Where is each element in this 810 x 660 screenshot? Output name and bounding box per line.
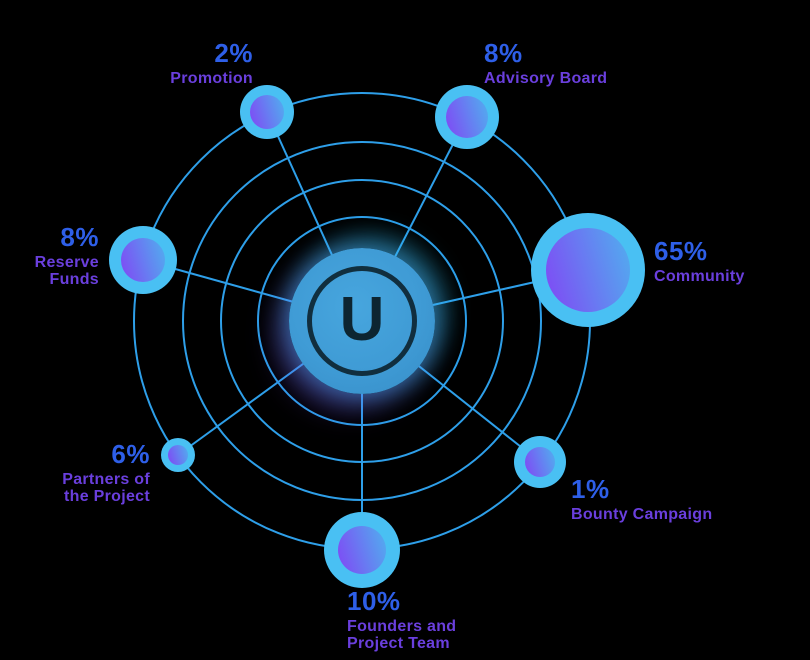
name-advisory-board: Advisory Board bbox=[484, 70, 608, 87]
label-promotion: 2% Promotion bbox=[170, 40, 253, 87]
bubble-inner-bounty bbox=[525, 447, 555, 477]
name-partners: Partners of the Project bbox=[62, 471, 150, 505]
label-bounty: 1% Bounty Campaign bbox=[571, 476, 712, 523]
label-founders: 10% Founders and Project Team bbox=[347, 588, 456, 652]
bubble-inner-reserve-funds bbox=[121, 238, 165, 282]
name-reserve-funds: Reserve Funds bbox=[34, 254, 99, 288]
label-reserve-funds: 8% Reserve Funds bbox=[35, 224, 99, 288]
bubble-inner-advisory-board bbox=[446, 96, 488, 138]
percentage-reserve-funds: 8% bbox=[60, 222, 99, 252]
name-bounty: Bounty Campaign bbox=[571, 506, 713, 523]
label-advisory-board: 8% Advisory Board bbox=[484, 40, 607, 87]
percentage-founders: 10% bbox=[347, 586, 401, 616]
percentage-community: 65% bbox=[654, 236, 708, 266]
bubble-inner-community bbox=[546, 228, 630, 312]
bubble-inner-promotion bbox=[250, 95, 284, 129]
label-community: 65% Community bbox=[654, 238, 745, 285]
percentage-promotion: 2% bbox=[214, 38, 253, 68]
bubble-inner-founders bbox=[338, 526, 386, 574]
name-community: Community bbox=[654, 268, 745, 285]
name-founders: Founders and Project Team bbox=[347, 618, 457, 652]
percentage-partners: 6% bbox=[111, 439, 150, 469]
center-coin: U bbox=[289, 248, 435, 394]
coin-letter: U bbox=[339, 284, 385, 354]
coin-inner-ring-icon bbox=[307, 266, 417, 376]
label-partners: 6% Partners of the Project bbox=[62, 441, 150, 505]
percentage-bounty: 1% bbox=[571, 474, 610, 504]
bubble-inner-partners bbox=[168, 445, 188, 465]
name-promotion: Promotion bbox=[170, 70, 253, 87]
percentage-advisory-board: 8% bbox=[484, 38, 523, 68]
